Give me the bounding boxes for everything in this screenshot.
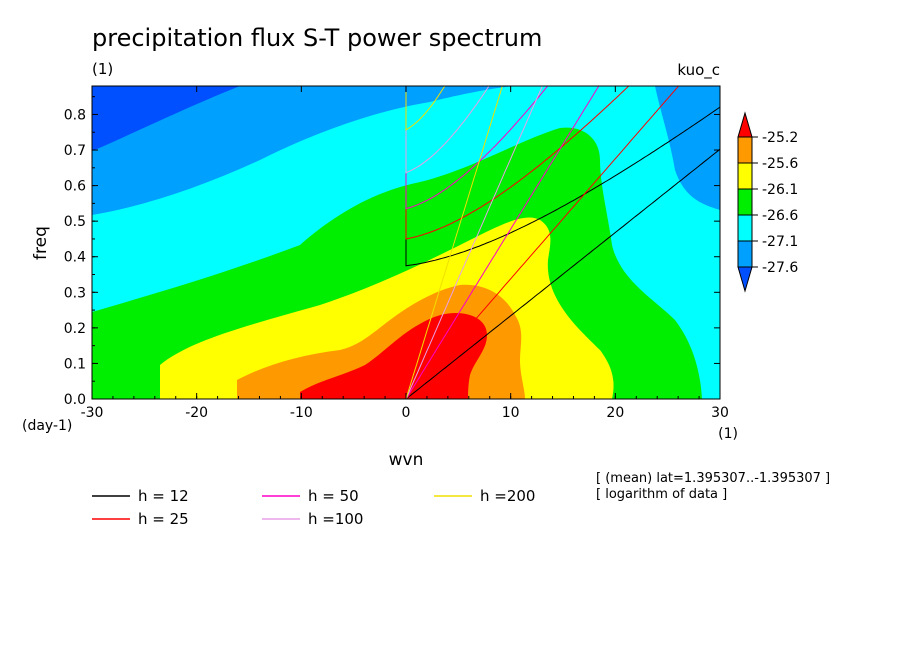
legend-label: h = 25 [138,510,189,528]
x-tick-label: -20 [185,405,208,421]
y-tick-label: 0.3 [64,285,86,301]
colorbar-swatch [738,137,752,163]
spectrum-chart: precipitation flux S-T power spectrum (1… [0,0,904,654]
y-tick-label: 0.8 [64,107,86,123]
colorbar-label: -25.2 [762,130,798,146]
y-tick-label: 0.7 [64,143,86,159]
colorbar-swatch [738,163,752,189]
colorbar-label: -25.6 [762,156,798,172]
colorbar-label: -27.6 [762,260,798,276]
colorbar-top-arrow [738,113,752,137]
x-unit-label: (1) [718,426,738,442]
chart-subtitle-right: kuo_c [677,61,720,80]
chart-subtitle-left: (1) [92,60,113,78]
colorbar-swatch [738,189,752,215]
x-tick-label: -10 [290,405,313,421]
legend: h = 12 h = 25 h = 50 h =100 h =200 [92,487,535,528]
colorbar-bottom-arrow [738,267,752,291]
legend-label: h = 12 [138,487,189,505]
y-tick-label: 0.2 [64,321,86,337]
colorbar-label: -26.6 [762,208,798,224]
annotation-mean-lat: [ (mean) lat=1.395307..-1.395307 ] [596,471,830,486]
y-tick-label: 0.5 [64,214,86,230]
y-tick-label: 0.6 [64,179,86,195]
x-tick-label: 0 [402,405,411,421]
y-tick-label: 0.0 [64,392,86,408]
y-tick-label: 0.1 [64,356,86,372]
colorbar-swatch [738,241,752,267]
chart-title: precipitation flux S-T power spectrum [92,24,542,52]
y-axis-label: freq [31,226,51,260]
legend-label: h =200 [480,487,535,505]
y-unit-label: (day-1) [22,418,72,434]
legend-label: h = 50 [308,487,359,505]
x-tick-label: 20 [606,405,624,421]
x-axis-label: wvn [389,450,424,470]
y-tick-label: 0.4 [64,250,86,266]
colorbar-swatch [738,215,752,241]
x-tick-label: 30 [711,405,729,421]
legend-label: h =100 [308,510,363,528]
colorbar: -25.2 -25.6 -26.1 -26.6 -27.1 -27.6 [738,113,798,291]
colorbar-label: -27.1 [762,234,798,250]
annotation-logarithm: [ logarithm of data ] [596,487,727,502]
colorbar-label: -26.1 [762,182,798,198]
x-tick-label: 10 [502,405,520,421]
